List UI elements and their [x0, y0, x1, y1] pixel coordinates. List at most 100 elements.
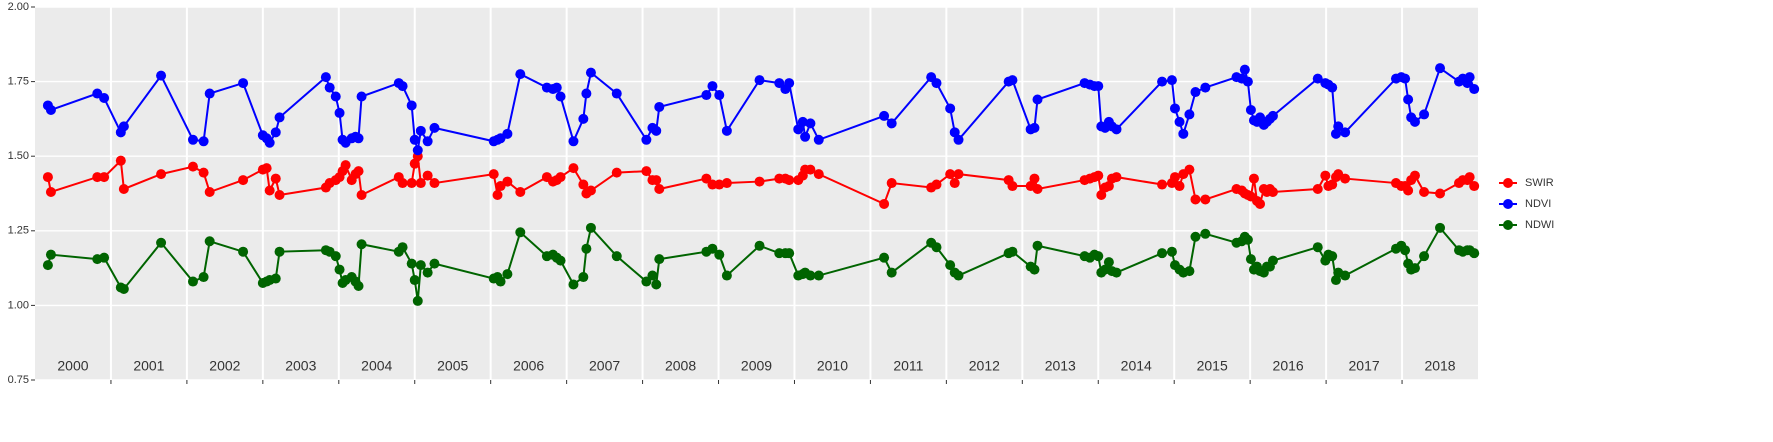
data-point [45, 187, 56, 198]
y-tick-label: 0.75 [8, 374, 29, 386]
data-point [945, 103, 956, 114]
data-point [1419, 109, 1430, 120]
data-point [198, 136, 209, 147]
data-point [1469, 181, 1480, 192]
data-point [1093, 251, 1104, 262]
data-point [1435, 188, 1446, 199]
plot-panel [35, 7, 1478, 380]
data-point [204, 187, 215, 198]
data-point [568, 163, 579, 174]
year-label: 2016 [1273, 358, 1304, 374]
data-point [1178, 128, 1189, 139]
data-point [99, 252, 110, 263]
data-point [1327, 82, 1338, 93]
y-tick-label: 1.00 [8, 299, 29, 311]
year-label: 2014 [1121, 358, 1152, 374]
data-point [1469, 84, 1480, 95]
data-point [1435, 222, 1446, 233]
y-tick-label: 2.00 [8, 1, 29, 13]
data-point [651, 125, 662, 136]
data-point [1248, 173, 1259, 184]
year-label: 2000 [57, 358, 88, 374]
data-point [953, 169, 964, 180]
data-point [45, 104, 56, 115]
data-point [1190, 194, 1201, 205]
data-point [187, 134, 198, 145]
legend-marker [1503, 178, 1513, 188]
y-tick-label: 1.25 [8, 225, 29, 237]
data-point [800, 131, 811, 142]
data-point [813, 169, 824, 180]
data-point [1029, 264, 1040, 275]
data-point [1267, 110, 1278, 121]
data-point [1400, 73, 1411, 84]
data-point [356, 189, 367, 200]
data-point [1464, 172, 1475, 183]
data-point [1007, 181, 1018, 192]
data-point [409, 134, 420, 145]
data-point [270, 273, 281, 284]
data-point [1157, 76, 1168, 87]
data-point [406, 258, 417, 269]
data-point [721, 270, 732, 281]
data-point [324, 82, 335, 93]
data-point [805, 118, 816, 129]
data-point [412, 145, 423, 156]
data-point [353, 166, 364, 177]
data-point [611, 251, 622, 262]
data-point [502, 128, 513, 139]
data-point [551, 82, 562, 93]
data-point [714, 179, 725, 190]
data-point [422, 136, 433, 147]
data-point [415, 178, 426, 189]
data-point [1157, 248, 1168, 259]
data-point [754, 75, 765, 86]
legend-marker [1503, 199, 1513, 209]
data-point [1327, 179, 1338, 190]
data-point [502, 176, 513, 187]
data-point [274, 246, 285, 257]
data-point [1409, 116, 1420, 127]
year-label: 2010 [817, 358, 848, 374]
data-point [264, 137, 275, 148]
data-point [879, 110, 890, 121]
year-label: 2012 [969, 358, 1000, 374]
data-point [115, 155, 126, 166]
legend-marker [1503, 220, 1513, 230]
data-point [156, 169, 167, 180]
data-point [647, 270, 658, 281]
data-point [99, 93, 110, 104]
data-point [1312, 73, 1323, 84]
data-point [641, 134, 652, 145]
data-point [422, 170, 433, 181]
data-point [1409, 263, 1420, 274]
data-point [555, 172, 566, 183]
data-point [422, 267, 433, 278]
data-point [1267, 187, 1278, 198]
data-point [1007, 246, 1018, 257]
data-point [953, 134, 964, 145]
data-point [555, 255, 566, 266]
data-point [707, 81, 718, 92]
data-point [578, 179, 589, 190]
data-point [187, 276, 198, 287]
data-point [813, 270, 824, 281]
data-point [754, 240, 765, 251]
data-point [429, 258, 440, 269]
data-point [1464, 72, 1475, 83]
data-point [1200, 82, 1211, 93]
data-point [1032, 94, 1043, 105]
year-label: 2002 [209, 358, 240, 374]
data-point [1200, 194, 1211, 205]
data-point [1157, 179, 1168, 190]
year-label: 2004 [361, 358, 392, 374]
data-point [879, 198, 890, 209]
data-point [714, 90, 725, 101]
data-point [1435, 63, 1446, 74]
data-point [198, 272, 209, 283]
data-point [156, 70, 167, 81]
data-point [1239, 64, 1250, 75]
data-point [578, 272, 589, 283]
data-point [415, 125, 426, 136]
data-point [886, 118, 897, 129]
